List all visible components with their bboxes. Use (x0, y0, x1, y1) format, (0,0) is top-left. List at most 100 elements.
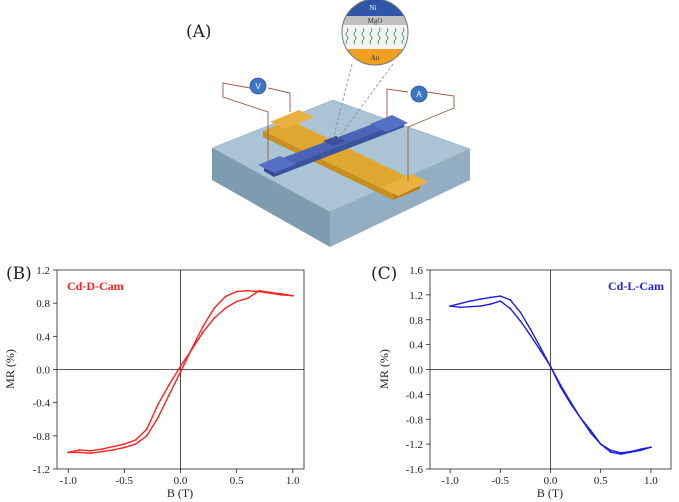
data-point (235, 290, 238, 293)
data-point (469, 300, 472, 302)
au-electrode (263, 110, 428, 200)
y-tick-label: 0.0 (36, 365, 50, 377)
data-point (89, 449, 92, 452)
data-point (247, 289, 249, 292)
x-tick-label: 1.0 (644, 475, 658, 487)
circuit-wires (222, 82, 455, 181)
data-point (469, 305, 472, 308)
data-point (67, 451, 70, 454)
data-point (589, 432, 592, 434)
data-point (235, 300, 238, 303)
x-tick-label: 0.0 (544, 475, 558, 487)
data-point (179, 365, 182, 368)
x-tick-label: -0.5 (116, 475, 134, 487)
data-point (157, 416, 159, 419)
chart-panel-c: (C) -1.0 -0.5 0.0 0.5 1.0 -1.6 -1.2 -0.8 -0.4 0.0… (371, 264, 672, 500)
data-point (101, 448, 103, 450)
x-tick-label: 0.5 (230, 475, 244, 487)
data-point (509, 307, 512, 310)
data-point (609, 451, 612, 454)
data-point (145, 428, 148, 431)
data-point (499, 300, 502, 302)
y-axis-title: MR (%) (377, 349, 391, 389)
y-tick-label: 0.4 (409, 340, 423, 352)
data-point (179, 371, 182, 373)
data-point (650, 446, 652, 449)
data-point (123, 443, 126, 445)
data-point (224, 307, 227, 309)
y-tick-label: -0.4 (33, 398, 51, 410)
layer-au-label: Au (371, 54, 380, 62)
data-point (609, 449, 612, 452)
data-point (569, 400, 572, 403)
data-point (589, 429, 592, 432)
y-tick-label: -0.4 (406, 389, 424, 401)
junction (323, 136, 346, 146)
data-point (519, 320, 522, 322)
data-point (509, 299, 512, 301)
data-point (529, 334, 532, 337)
data-point (489, 303, 492, 306)
panel-a-label: (A) (186, 22, 212, 42)
data-point (280, 294, 283, 296)
data-point (190, 347, 193, 350)
layer-ni-label: Ni (370, 4, 377, 12)
x-tick-label: 1.0 (286, 475, 300, 487)
y-tick-label: 1.2 (409, 290, 423, 302)
data-point (112, 449, 114, 451)
data-point (479, 305, 482, 307)
x-axis-title: B (T) (537, 486, 563, 500)
data-point (258, 290, 260, 293)
data-point (202, 325, 204, 328)
y-tick-label: 0.8 (409, 315, 423, 327)
layer-mgo-label: MgO (368, 17, 383, 25)
data-point (89, 452, 92, 455)
legend-label: Cd-L-Cam (608, 279, 664, 293)
data-point (202, 331, 204, 334)
y-tick-label: 1.2 (36, 265, 50, 277)
y-tick-label: -1.6 (406, 464, 424, 476)
y-tick-label: 0.8 (36, 298, 50, 310)
y-axis-title: MR (%) (3, 349, 17, 389)
y-tick-label: -0.8 (33, 431, 51, 443)
device-schematic: (A) (186, 0, 471, 247)
data-point (529, 328, 532, 330)
x-axis-title: B (T) (167, 486, 193, 500)
y-tick-label: 1.6 (409, 265, 423, 277)
data-point (224, 295, 227, 298)
data-point (559, 384, 562, 386)
data-point (123, 446, 126, 449)
ammeter-label: A (416, 90, 422, 99)
data-point (449, 305, 451, 307)
data-point (145, 434, 148, 437)
x-tick-label: -0.5 (492, 475, 510, 487)
x-tick-label: 0.5 (594, 475, 608, 487)
data-point (269, 292, 272, 295)
ammeter-icon: A (410, 85, 428, 103)
x-tick-label: -1.0 (60, 475, 78, 487)
data-point (459, 302, 461, 305)
data-point (157, 403, 159, 406)
data-point (619, 451, 622, 454)
y-tick-label: -1.2 (33, 464, 50, 476)
voltmeter-label: V (255, 82, 261, 91)
data-point (78, 451, 81, 454)
data-point (489, 296, 492, 299)
data-point (101, 450, 103, 453)
data-point (539, 346, 542, 349)
panel-b-label: (B) (6, 264, 32, 284)
y-tick-label: 0.4 (36, 331, 50, 343)
data-point (134, 439, 137, 441)
data-point (519, 311, 522, 314)
legend-label: Cd-D-Cam (67, 279, 124, 293)
data-point (629, 450, 632, 453)
data-point (459, 306, 461, 309)
x-tick-label: -1.0 (441, 475, 459, 487)
data-point (291, 294, 294, 297)
data-point (499, 295, 502, 297)
molecule-chains (345, 27, 405, 45)
data-point (640, 448, 642, 450)
y-tick-label: -0.8 (406, 414, 424, 426)
data-point (579, 417, 582, 419)
